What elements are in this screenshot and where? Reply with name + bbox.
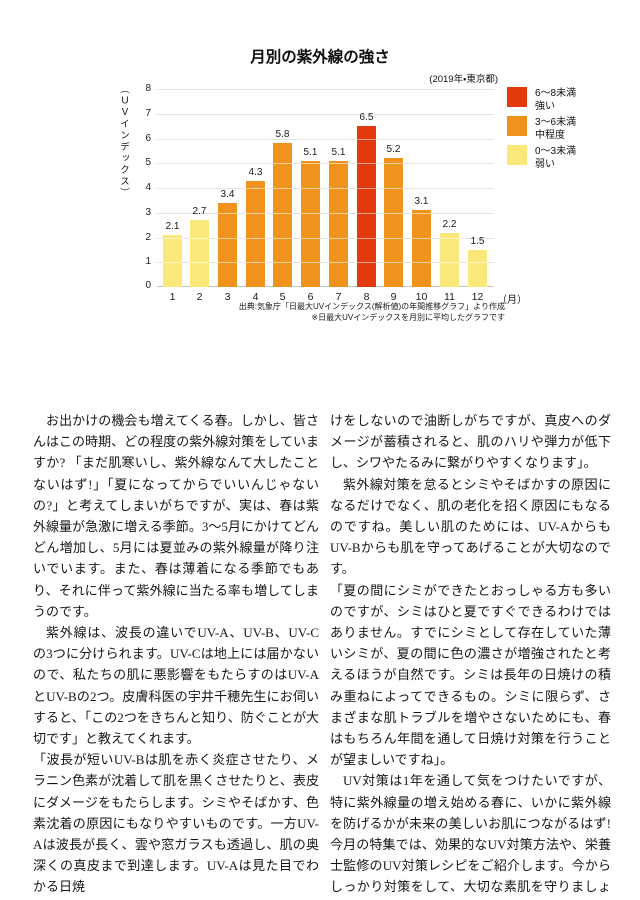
- legend-label: 6～8未満強い: [535, 87, 576, 113]
- bar-value-label: 2.2: [442, 219, 457, 230]
- legend-range-text: 0～3未満: [535, 146, 577, 157]
- bar-month-5: [273, 143, 292, 287]
- y-axis-tick-label: 4: [145, 182, 151, 193]
- x-axis-tick-label: 9: [390, 291, 397, 303]
- bar-value-label: 5.1: [331, 147, 346, 158]
- article-body: お出かけの機会も増えてくる春。しかし、皆さんはこの時期、どの程度の紫外線対策をし…: [33, 410, 611, 900]
- legend-swatch-icon: [507, 145, 527, 165]
- y-axis-tick-label: 7: [145, 108, 151, 119]
- bar-month-12: [468, 250, 487, 287]
- x-axis-tick-label: 3: [224, 291, 231, 303]
- bar-value-label: 6.5: [359, 112, 374, 123]
- legend-item-1: 6～8未満強い: [507, 87, 637, 113]
- bar-month-10: [412, 210, 431, 287]
- y-axis-tick-label: 6: [145, 133, 151, 144]
- legend-item-2: 3～6未満中程度: [507, 116, 637, 142]
- bar-value-label: 1.5: [470, 236, 485, 247]
- article-paragraph: 「波長が短いUV-Bは肌を赤く炎症させたり、メラニン色素が沈着して肌を黒くさせた…: [33, 752, 319, 895]
- bar-month-11: [440, 233, 459, 287]
- x-axis-tick-label: 11: [444, 291, 455, 303]
- x-axis-tick-label: 6: [307, 291, 314, 303]
- article-column-right: けをしないので油断しがちですが、真皮へのダメージが蓄積されると、肌のハリや弾力が…: [330, 410, 611, 900]
- article-paragraph: 紫外線対策を怠るとシミやそばかすの原因になるだけでなく、肌の老化を招く原因にもな…: [330, 476, 611, 577]
- article-paragraph: 「夏の間にシミができたとおっしゃる方も多いのですが、シミはひと夏ですぐできるわけ…: [330, 582, 611, 768]
- bar-month-2: [190, 220, 209, 287]
- y-axis-tick-label: 5: [145, 157, 151, 168]
- bar-value-label: 5.2: [386, 144, 401, 155]
- bar-month-4: [246, 181, 265, 287]
- gridline-overlay: [157, 188, 494, 189]
- article-paragraph: お出かけの機会も増えてくる春。しかし、皆さんはこの時期、どの程度の紫外線対策をし…: [33, 413, 319, 619]
- legend-swatch-icon: [507, 87, 527, 107]
- x-axis-tick-label: 7: [335, 291, 342, 303]
- gridline-overlay: [157, 163, 494, 164]
- article-column-left: お出かけの機会も増えてくる春。しかし、皆さんはこの時期、どの程度の紫外線対策をし…: [33, 410, 319, 900]
- bar-month-8: [357, 126, 376, 287]
- legend-range-text: 3～6未満: [535, 117, 577, 128]
- gridline-overlay: [157, 139, 494, 140]
- gridline-overlay: [157, 114, 494, 115]
- legend-range-text: 6～8未満: [535, 88, 577, 99]
- legend: 6～8未満強い 3～6未満中程度 0～3未満弱い: [507, 87, 637, 174]
- y-axis-label: （ＵＶインデックス）: [118, 84, 129, 199]
- bar-month-7: [329, 161, 348, 287]
- chart-subtitle: (2019年・東京都): [429, 74, 498, 85]
- gridline-overlay: [157, 213, 494, 214]
- article-paragraph: UV対策は1年を通して気をつけたいですが、特に紫外線量の増え始める春に、いかに紫…: [330, 773, 611, 895]
- legend-level-text: 弱い: [535, 159, 555, 170]
- legend-swatch-icon: [507, 116, 527, 136]
- bar-month-3: [218, 203, 237, 287]
- bar-month-1: [163, 235, 182, 287]
- y-axis-tick-label: 0: [145, 280, 151, 291]
- legend-level-text: 中程度: [535, 130, 565, 141]
- gridline-overlay: [157, 238, 494, 239]
- bar-value-label: 2.1: [165, 221, 180, 232]
- gridline: [157, 286, 494, 287]
- article-paragraph: けをしないので油断しがちですが、真皮へのダメージが蓄積されると、肌のハリや弾力が…: [330, 413, 611, 471]
- y-axis-tick-label: 2: [145, 232, 151, 243]
- gridline-overlay: [157, 89, 494, 90]
- chart-source-line2: ※日最大UVインデックスを月別に平均したグラフです: [311, 312, 505, 322]
- legend-item-3: 0～3未満弱い: [507, 145, 637, 171]
- bar-value-label: 4.3: [248, 167, 263, 178]
- x-axis-tick-label: 4: [252, 291, 259, 303]
- y-axis-tick-label: 3: [145, 207, 151, 218]
- legend-level-text: 強い: [535, 101, 555, 112]
- chart-title: 月別の紫外線の強さ: [250, 49, 390, 66]
- x-axis-tick-label: 8: [363, 291, 370, 303]
- x-axis-tick-label: 1: [169, 291, 176, 303]
- bar-month-9: [384, 158, 403, 287]
- x-axis-unit-label: （月）: [497, 295, 527, 306]
- bar-value-label: 5.1: [303, 147, 318, 158]
- plot-area: 0 1 2 3 4 5 6 7 8 2.1 1 2.7 2 3.4 3 4.3 4 5.8 5 5.1 6 5.1 7 6.5…: [145, 83, 494, 303]
- gridline-overlay: [157, 262, 494, 263]
- y-axis-tick-label: 8: [145, 83, 151, 94]
- legend-label: 3～6未満中程度: [535, 116, 576, 142]
- chart-source-line1: 出典:気象庁「日最大UVインデックス(解析値)の年間推移グラフ」より作成: [238, 302, 505, 311]
- bar-value-label: 5.8: [275, 129, 290, 140]
- bar-month-6: [301, 161, 320, 287]
- bar-value-label: 3.4: [220, 189, 235, 200]
- bar-value-label: 2.7: [192, 206, 207, 217]
- bar-value-label: 3.1: [414, 196, 429, 207]
- article-paragraph: 紫外線は、波長の違いでUV-A、UV-B、UV-Cの3つに分けられます。UV-C…: [33, 625, 319, 747]
- y-axis-tick-label: 1: [145, 256, 151, 267]
- x-axis-tick-label: 10: [415, 291, 428, 303]
- chart-source-note: 出典:気象庁「日最大UVインデックス(解析値)の年間推移グラフ」より作成 ※日最…: [239, 302, 505, 323]
- x-axis-tick-label: 12: [471, 291, 484, 303]
- x-axis-tick-label: 5: [279, 291, 286, 303]
- legend-label: 0～3未満弱い: [535, 145, 576, 171]
- x-axis-tick-label: 2: [196, 291, 203, 303]
